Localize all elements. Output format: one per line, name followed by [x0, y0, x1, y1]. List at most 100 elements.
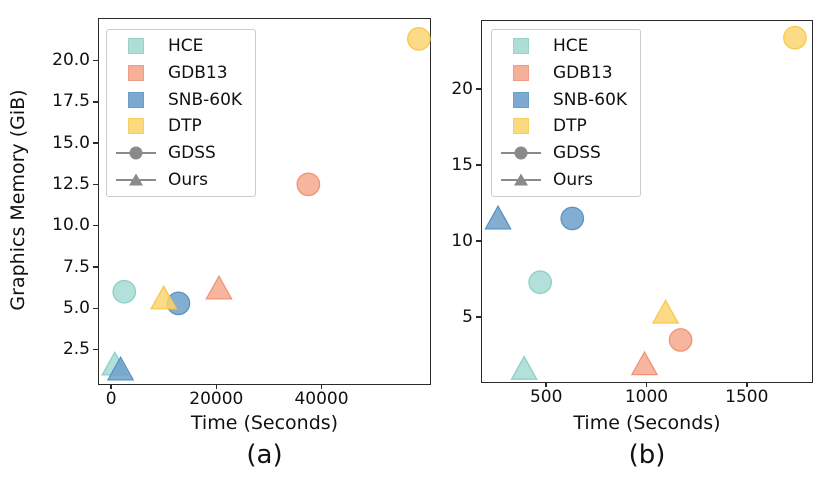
y-tick-mark [92, 224, 98, 227]
point-snb-60k-ours [106, 355, 135, 381]
y-tick-mark [92, 183, 98, 186]
legend-circle-icon [514, 146, 528, 160]
y-tick-label: 7.5 [62, 256, 90, 277]
legend-entry-dtp: DTP [498, 113, 634, 140]
legend-patch-icon [128, 38, 144, 55]
legend-patch-icon [513, 65, 529, 81]
legend-entry-label: Ours [553, 169, 594, 190]
x-tick-mark [545, 382, 547, 388]
legend-entry-label: Ours [168, 169, 209, 190]
legend-entry-gdb13: GDB13 [498, 60, 634, 87]
legend-patch-icon [513, 118, 529, 135]
legend-entry-ours: Ours [498, 166, 634, 193]
legend-marker-cell [113, 115, 159, 137]
y-tick-mark [475, 88, 481, 91]
legend-marker-cell [498, 62, 544, 84]
legend-entry-snb-60k: SNB-60K [498, 86, 634, 113]
legend-entry-label: GDB13 [553, 63, 613, 83]
legend-entry-dtp: DTP [113, 113, 249, 140]
legend-entry-gdss: GDSS [498, 140, 634, 167]
legend-marker-cell [498, 35, 544, 57]
y-tick-mark [92, 142, 98, 144]
y-tick-mark [92, 59, 98, 62]
legend-entry-ours: Ours [113, 166, 249, 193]
legend-entry-label: HCE [553, 36, 589, 57]
x-tick-label: 20000 [189, 389, 244, 409]
legend-entry-label: GDB13 [168, 63, 228, 83]
y-tick-label: 12.5 [52, 173, 90, 194]
x-tick-mark [320, 384, 323, 390]
legend-patch-icon [128, 118, 144, 135]
legend-entry-label: SNB-60K [168, 89, 243, 110]
point-gdb13-gdss [296, 172, 321, 197]
legend-triangle-icon [129, 173, 143, 186]
legend-marker-cell [113, 35, 159, 57]
subplot-caption-a: (a) [246, 440, 283, 470]
point-hce-gdss [112, 279, 137, 304]
legend-entry-label: HCE [168, 36, 204, 57]
legend-entry-label: GDSS [553, 143, 601, 164]
legend-entry-hce: HCE [498, 33, 634, 60]
legend-entry-hce: HCE [113, 33, 249, 60]
y-tick-label: 10.0 [52, 215, 90, 236]
legend-entry-gdss: GDSS [113, 140, 249, 167]
x-axis-label-b: Time (Seconds) [573, 412, 721, 434]
legend-marker-cell [498, 169, 544, 191]
legend-marker-cell [498, 115, 544, 137]
y-tick-label: 15.0 [52, 132, 90, 153]
y-tick-mark [475, 316, 481, 318]
legend-marker-cell [113, 142, 159, 164]
legend-entry-gdb13: GDB13 [113, 60, 249, 87]
legend-marker-cell [113, 89, 159, 111]
legend-patch-icon [128, 91, 144, 108]
y-tick-label: 10 [451, 230, 473, 251]
legend-marker-cell [498, 89, 544, 111]
x-tick-label: 1500 [725, 387, 769, 407]
x-tick-label: 0 [105, 389, 117, 409]
x-tick-mark [645, 382, 648, 388]
point-dtp-gdss [406, 26, 431, 51]
y-tick-mark [92, 348, 98, 351]
y-tick-label: 2.5 [62, 339, 90, 360]
legend-entry-label: GDSS [168, 143, 216, 164]
subplot-b-axes: 500 1000 1500 5 10 15 20 HCE GDB13 SNB-60K DTP GDSS… [451, 20, 813, 407]
point-hce-gdss [528, 270, 553, 295]
point-hce-ours [510, 355, 538, 380]
legend-entry-label: SNB-60K [553, 89, 628, 110]
legend-marker-cell [113, 169, 159, 191]
x-tick-mark [215, 384, 218, 390]
x-tick-label: 500 [529, 387, 563, 407]
y-tick-label: 15 [451, 154, 473, 175]
x-tick-label: 40000 [294, 389, 349, 409]
y-tick-label: 17.5 [52, 91, 90, 112]
y-tick-label: 5 [462, 306, 473, 327]
legend-circle-icon [129, 146, 143, 160]
legend-triangle-icon [514, 173, 528, 186]
point-dtp-ours [651, 299, 680, 324]
point-snb-60k-ours [484, 204, 512, 230]
x-axis-label-a: Time (Seconds) [190, 412, 339, 434]
y-tick-label: 20.0 [52, 49, 90, 70]
point-gdb13-gdss [668, 328, 693, 352]
legend-patch-icon [128, 65, 144, 81]
x-tick-mark [745, 382, 748, 388]
y-tick-mark [92, 307, 98, 310]
x-tick-mark [110, 384, 112, 390]
point-dtp-ours [149, 284, 178, 310]
y-tick-label: 5.0 [62, 297, 90, 318]
scatter-markers-layer [101, 26, 431, 381]
y-tick-label: 20 [451, 78, 473, 99]
legend-entry-label: DTP [553, 116, 587, 137]
y-tick-mark [475, 240, 481, 242]
legend-entry-label: DTP [168, 116, 202, 137]
point-gdb13-ours [205, 274, 233, 300]
x-tick-label: 1000 [624, 387, 669, 407]
y-tick-mark [92, 100, 98, 103]
legend-box: HCE GDB13 SNB-60K DTP GDSS Ours [106, 29, 256, 197]
legend-box: HCE GDB13 SNB-60K DTP GDSS Ours [491, 29, 641, 197]
y-tick-mark [475, 164, 481, 166]
subplot-a-axes: 0 20000 40000 2.5 5.0 7.5 10.0 12.5 15.0 17.5 20.0… [52, 18, 431, 409]
legend-marker-cell [498, 142, 544, 164]
scatter-markers-layer [484, 25, 807, 380]
